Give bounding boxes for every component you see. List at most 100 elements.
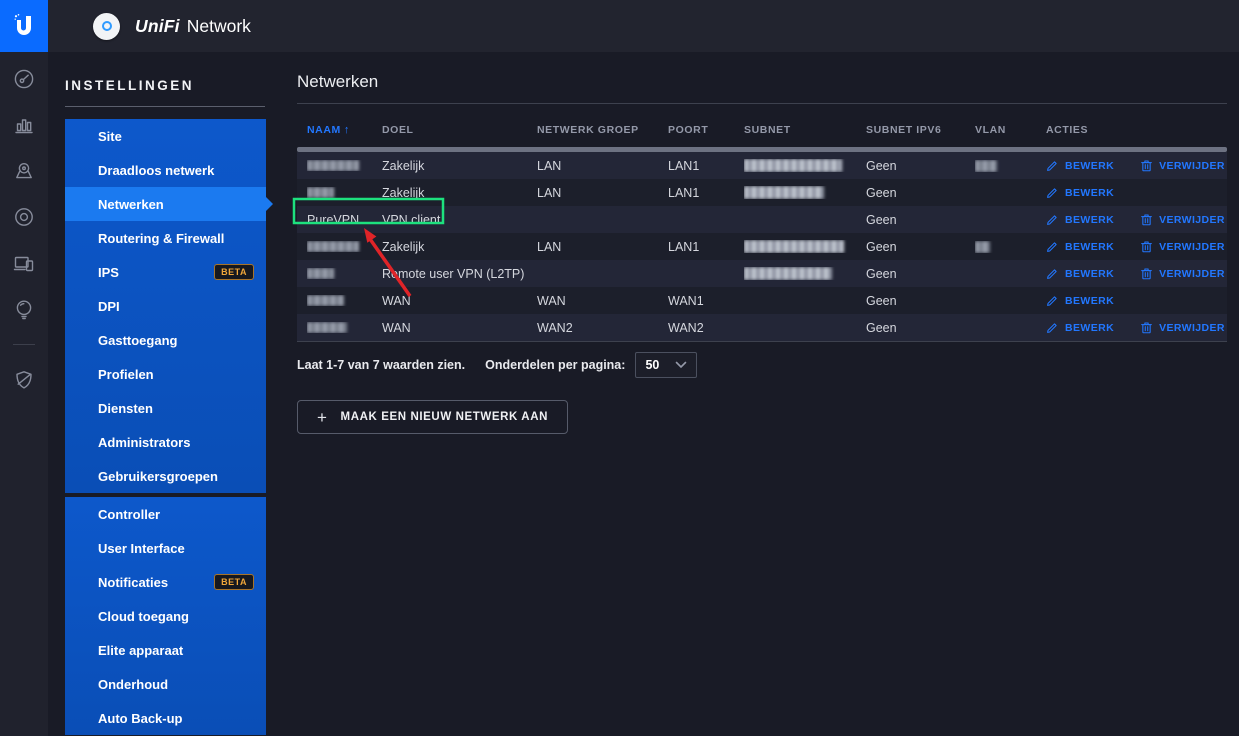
sidebar-item-label: Netwerken (98, 196, 164, 212)
delete-button[interactable]: VERWIJDER (1140, 267, 1225, 280)
topbar: UniFi Network (0, 0, 1239, 52)
sidebar-item-label: IPS (98, 264, 119, 280)
chevron-down-icon (676, 361, 687, 369)
cell-naam (307, 295, 382, 306)
title-divider (297, 103, 1227, 104)
sidebar-item-notificaties[interactable]: Notificaties BETA (65, 565, 266, 599)
map-icon[interactable] (0, 148, 48, 194)
security-shield-icon[interactable] (0, 357, 48, 403)
edit-label: BEWERK (1065, 213, 1115, 226)
sidebar-item-diensten[interactable]: Diensten (65, 391, 266, 425)
delete-label: VERWIJDER (1159, 240, 1225, 253)
column-header-subnet[interactable]: SUBNET (744, 124, 866, 136)
edit-button[interactable]: BEWERK (1046, 186, 1114, 199)
sidebar-item-administrators[interactable]: Administrators (65, 425, 266, 459)
sidebar-item-auto-backup[interactable]: Auto Back-up (65, 701, 266, 735)
table-row: Zakelijk LAN LAN1 Geen BEWERK (297, 179, 1227, 206)
edit-label: BEWERK (1065, 294, 1115, 307)
statistics-icon[interactable] (0, 102, 48, 148)
cell-poort: WAN1 (668, 293, 704, 308)
sidebar-item-ips[interactable]: IPS BETA (65, 255, 266, 289)
column-header-poort[interactable]: POORT (668, 124, 744, 136)
table-row: Zakelijk LAN LAN1 Geen BEWERK VERWIJDER (297, 233, 1227, 260)
edit-button[interactable]: BEWERK (1046, 267, 1114, 280)
delete-button[interactable]: VERWIJDER (1140, 159, 1225, 172)
cell-subnet-ipv6: Geen (866, 239, 897, 254)
redacted-subnet (744, 159, 842, 172)
redacted-name (307, 187, 334, 198)
icon-rail (0, 52, 48, 736)
edit-button[interactable]: BEWERK (1046, 240, 1114, 253)
insights-icon[interactable] (0, 286, 48, 332)
sidebar-item-elite-apparaat[interactable]: Elite apparaat (65, 633, 266, 667)
trash-icon (1141, 268, 1152, 280)
column-label: SUBNET IPV6 (866, 124, 942, 136)
cell-netwerk-groep: LAN (537, 239, 562, 254)
pencil-icon (1047, 323, 1057, 333)
pencil-icon (1047, 188, 1057, 198)
beta-badge: BETA (214, 574, 254, 590)
cell-poort: LAN1 (668, 185, 700, 200)
sidebar-item-label: Onderhoud (98, 676, 169, 692)
edit-label: BEWERK (1065, 321, 1115, 334)
delete-label: VERWIJDER (1159, 267, 1225, 280)
pencil-icon (1047, 215, 1057, 225)
clients-icon[interactable] (0, 240, 48, 286)
ubiquiti-logo[interactable] (0, 0, 48, 52)
edit-label: BEWERK (1065, 267, 1115, 280)
create-network-button[interactable]: + MAAK EEN NIEUW NETWERK AAN (297, 400, 569, 434)
edit-button[interactable]: BEWERK (1046, 321, 1114, 334)
sidebar-item-gasttoegang[interactable]: Gasttoegang (65, 323, 266, 357)
per-page-label: Onderdelen per pagina: (485, 358, 626, 372)
cell-vlan (975, 240, 1046, 253)
trash-icon (1141, 214, 1152, 226)
sidebar-item-label: Profielen (98, 366, 154, 382)
sidebar-item-user-interface[interactable]: User Interface (65, 531, 266, 565)
cell-acties: BEWERK VERWIJDER (1046, 240, 1227, 253)
app-brand: UniFi Network (93, 12, 251, 40)
column-header-subnet-ipv6[interactable]: SUBNET IPV6 (866, 124, 975, 136)
create-network-label: MAAK EEN NIEUW NETWERK AAN (340, 411, 549, 423)
dashboard-icon[interactable] (0, 56, 48, 102)
redacted-subnet (744, 186, 824, 199)
sidebar-item-label: Auto Back-up (98, 710, 183, 726)
column-label: SUBNET (744, 124, 791, 136)
table-bottom-divider (297, 341, 1227, 342)
per-page-select[interactable]: 50 (635, 352, 698, 378)
cell-doel: WAN (382, 320, 411, 335)
column-header-netwerk-groep[interactable]: NETWERK GROEP (537, 124, 668, 136)
delete-button[interactable]: VERWIJDER (1140, 240, 1225, 253)
edit-button[interactable]: BEWERK (1046, 159, 1114, 172)
table-row: WAN WAN2 WAN2 Geen BEWERK VERWIJDER (297, 314, 1227, 341)
delete-label: VERWIJDER (1159, 159, 1225, 172)
delete-button[interactable]: VERWIJDER (1140, 321, 1225, 334)
devices-icon[interactable] (0, 194, 48, 240)
cell-naam (307, 187, 382, 198)
edit-button[interactable]: BEWERK (1046, 294, 1114, 307)
sidebar-item-routering-firewall[interactable]: Routering & Firewall (65, 221, 266, 255)
sidebar-item-site[interactable]: Site (65, 119, 266, 153)
sidebar-item-controller[interactable]: Controller (65, 497, 266, 531)
sidebar-item-label: Draadloos netwerk (98, 162, 215, 178)
table-row: WAN WAN WAN1 Geen BEWERK (297, 287, 1227, 314)
sidebar-item-netwerken[interactable]: Netwerken (65, 187, 266, 221)
table-row: Zakelijk LAN LAN1 Geen BEWERK VERWIJDER (297, 152, 1227, 179)
column-header-doel[interactable]: DOEL (382, 124, 537, 136)
column-label: NAAM (307, 124, 341, 136)
sidebar-item-cloud-toegang[interactable]: Cloud toegang (65, 599, 266, 633)
sidebar-item-gebruikersgroepen[interactable]: Gebruikersgroepen (65, 459, 266, 493)
column-header-vlan[interactable]: VLAN (975, 124, 1046, 136)
sidebar-item-draadloos-netwerk[interactable]: Draadloos netwerk (65, 153, 266, 187)
sidebar-item-dpi[interactable]: DPI (65, 289, 266, 323)
cell-subnet-ipv6: Geen (866, 158, 897, 173)
column-header-acties: ACTIES (1046, 124, 1227, 136)
sidebar-item-label: Gasttoegang (98, 332, 178, 348)
delete-button[interactable]: VERWIJDER (1140, 213, 1225, 226)
edit-button[interactable]: BEWERK (1046, 213, 1114, 226)
column-header-naam[interactable]: NAAM ↑ (307, 124, 382, 136)
app-title: UniFi Network (135, 16, 251, 37)
cell-doel: Zakelijk (382, 239, 425, 254)
sidebar-item-profielen[interactable]: Profielen (65, 357, 266, 391)
horizontal-scrollbar[interactable] (297, 147, 1227, 152)
sidebar-item-onderhoud[interactable]: Onderhoud (65, 667, 266, 701)
